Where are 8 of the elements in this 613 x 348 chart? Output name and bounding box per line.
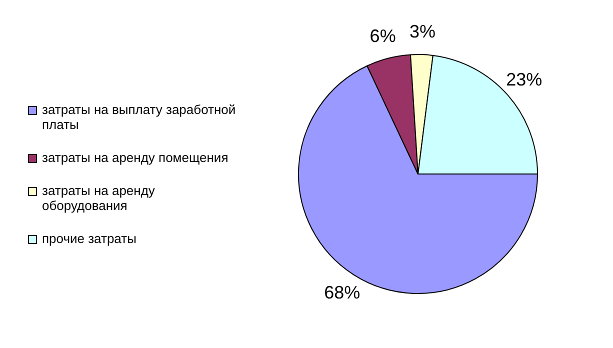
data-label: 6% bbox=[370, 26, 396, 46]
legend-label: затраты на выплату заработной платы bbox=[42, 102, 237, 132]
data-label: 3% bbox=[409, 22, 436, 42]
legend-label: прочие затраты bbox=[42, 231, 136, 246]
data-label: 23% bbox=[506, 69, 542, 90]
legend-label: затраты на аренду оборудования bbox=[42, 183, 156, 213]
legend-label: затраты на аренду помещения bbox=[42, 150, 228, 165]
data-label: 68% bbox=[324, 282, 360, 302]
